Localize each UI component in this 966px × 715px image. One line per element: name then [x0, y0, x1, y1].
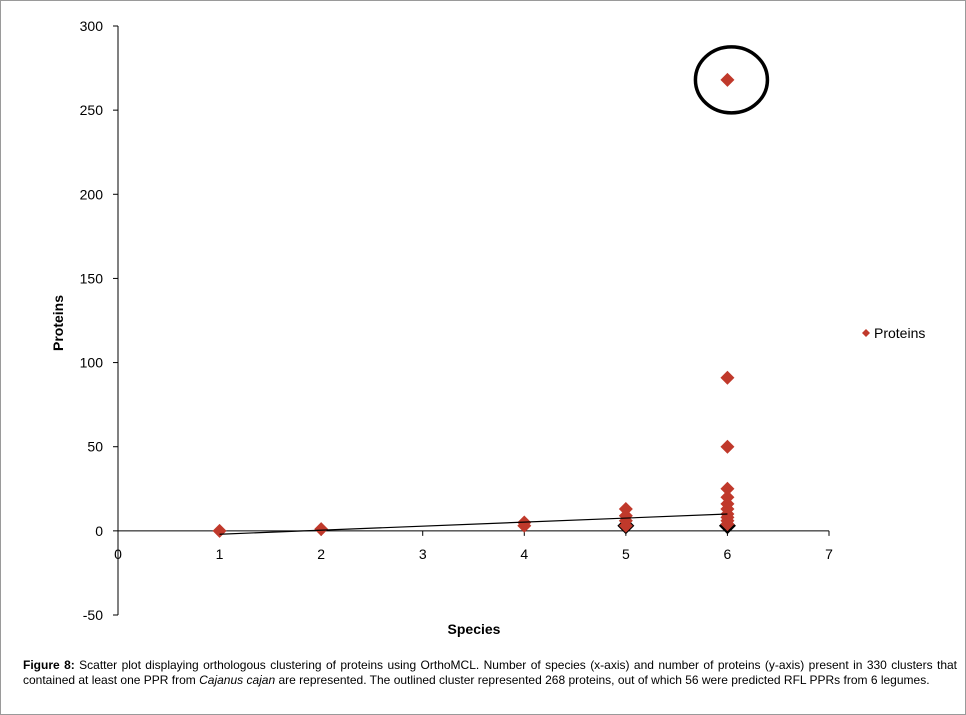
x-tick-label: 7 — [825, 546, 833, 562]
x-tick-label: 3 — [419, 546, 427, 562]
x-tick-label: 0 — [114, 546, 122, 562]
caption-text-after: are represented. The outlined cluster re… — [275, 673, 930, 687]
data-point — [720, 72, 735, 87]
data-point — [720, 370, 735, 385]
data-point — [720, 481, 735, 496]
x-axis-title: Species — [448, 621, 501, 637]
data-point — [212, 523, 227, 538]
y-tick-label: 50 — [87, 439, 103, 455]
caption-label: Figure 8: — [23, 658, 75, 672]
y-tick-label: 300 — [80, 18, 104, 34]
legend-marker — [862, 329, 870, 337]
y-tick-label: 0 — [95, 523, 103, 539]
legend-label: Proteins — [874, 325, 925, 341]
scatter-chart: -50 0 50 100 150 200 250 300 0 1 2 3 4 5 6 7 Species Prot… — [50, 18, 925, 637]
data-point — [618, 501, 633, 516]
x-tick-label: 6 — [724, 546, 732, 562]
y-tick-label: 200 — [80, 186, 104, 202]
data-point — [720, 439, 735, 454]
x-tick-label: 1 — [216, 546, 224, 562]
y-tick-label: 150 — [80, 270, 104, 286]
y-tick-label: 100 — [80, 355, 104, 371]
data-point — [720, 517, 735, 532]
y-tick-label: -50 — [83, 607, 103, 623]
data-point — [314, 522, 329, 537]
y-axis-title: Proteins — [50, 295, 66, 351]
x-tick-label: 5 — [622, 546, 630, 562]
x-tick-label: 4 — [520, 546, 528, 562]
caption-text-before: Scatter plot displaying orthologous clus… — [23, 658, 957, 687]
trendline — [219, 513, 728, 535]
x-tick-label: 2 — [317, 546, 325, 562]
caption-species-name: Cajanus cajan — [199, 673, 276, 687]
y-tick-label: 250 — [80, 102, 104, 118]
figure-caption: Figure 8: Scatter plot displaying orthol… — [23, 658, 957, 688]
outlier-annotation-circle — [693, 45, 770, 115]
